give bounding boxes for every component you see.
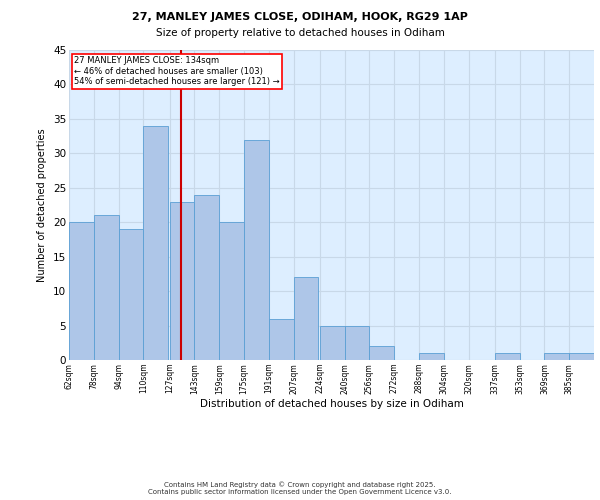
X-axis label: Distribution of detached houses by size in Odiham: Distribution of detached houses by size … (200, 399, 463, 409)
Bar (194, 194, 219, 360)
Bar (293, 278, 319, 360)
Bar (219, 222, 244, 360)
Y-axis label: Number of detached properties: Number of detached properties (37, 128, 47, 282)
Text: Contains HM Land Registry data © Crown copyright and database right 2025.
Contai: Contains HM Land Registry data © Crown c… (148, 482, 452, 495)
Bar (143, 126, 168, 360)
Bar (569, 353, 594, 360)
Bar (244, 140, 269, 360)
Bar (419, 353, 444, 360)
Bar (69, 222, 94, 360)
Bar (344, 326, 370, 360)
Bar (544, 353, 569, 360)
Bar (370, 346, 394, 360)
Bar (170, 202, 194, 360)
Bar (269, 318, 293, 360)
Bar (119, 229, 143, 360)
Text: 27 MANLEY JAMES CLOSE: 134sqm
← 46% of detached houses are smaller (103)
54% of : 27 MANLEY JAMES CLOSE: 134sqm ← 46% of d… (74, 56, 280, 86)
Text: Size of property relative to detached houses in Odiham: Size of property relative to detached ho… (155, 28, 445, 38)
Bar (94, 216, 119, 360)
Text: 27, MANLEY JAMES CLOSE, ODIHAM, HOOK, RG29 1AP: 27, MANLEY JAMES CLOSE, ODIHAM, HOOK, RG… (132, 12, 468, 22)
Bar (320, 326, 344, 360)
Bar (495, 353, 520, 360)
